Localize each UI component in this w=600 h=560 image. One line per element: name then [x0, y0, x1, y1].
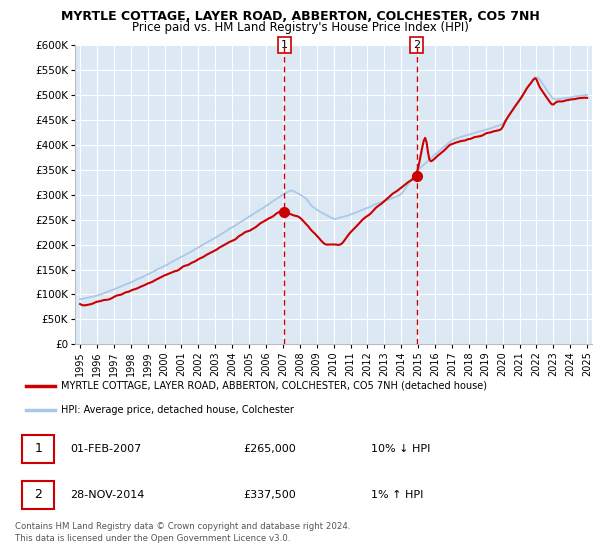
Text: £265,000: £265,000 — [244, 444, 296, 454]
Text: MYRTLE COTTAGE, LAYER ROAD, ABBERTON, COLCHESTER, CO5 7NH (detached house): MYRTLE COTTAGE, LAYER ROAD, ABBERTON, CO… — [61, 381, 487, 391]
Text: 01-FEB-2007: 01-FEB-2007 — [70, 444, 141, 454]
Text: 2: 2 — [413, 40, 421, 50]
Text: MYRTLE COTTAGE, LAYER ROAD, ABBERTON, COLCHESTER, CO5 7NH: MYRTLE COTTAGE, LAYER ROAD, ABBERTON, CO… — [61, 10, 539, 23]
Text: 2: 2 — [34, 488, 42, 501]
Text: 28-NOV-2014: 28-NOV-2014 — [70, 490, 144, 500]
Text: Contains HM Land Registry data © Crown copyright and database right 2024.
This d: Contains HM Land Registry data © Crown c… — [15, 522, 350, 543]
FancyBboxPatch shape — [22, 435, 54, 463]
Text: 1: 1 — [34, 442, 42, 455]
Text: 10% ↓ HPI: 10% ↓ HPI — [371, 444, 430, 454]
Text: £337,500: £337,500 — [244, 490, 296, 500]
Text: 1% ↑ HPI: 1% ↑ HPI — [371, 490, 424, 500]
Text: HPI: Average price, detached house, Colchester: HPI: Average price, detached house, Colc… — [61, 405, 294, 416]
Text: 1: 1 — [281, 40, 288, 50]
Text: Price paid vs. HM Land Registry's House Price Index (HPI): Price paid vs. HM Land Registry's House … — [131, 21, 469, 34]
FancyBboxPatch shape — [22, 481, 54, 508]
